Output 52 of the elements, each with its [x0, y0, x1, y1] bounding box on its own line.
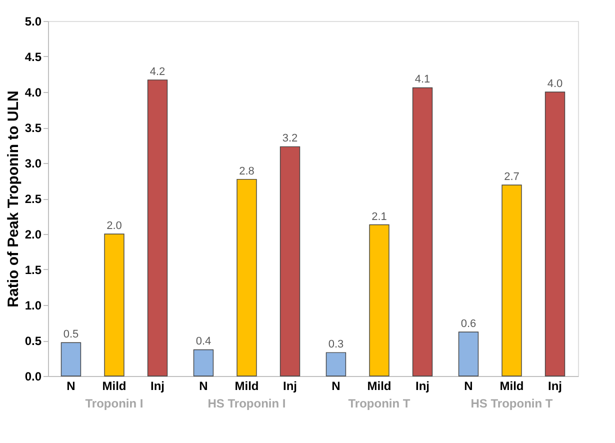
bar: [458, 332, 479, 376]
bar: [147, 80, 168, 376]
y-tick-label: 1.5: [24, 263, 42, 277]
bar: [236, 178, 257, 376]
y-tick-label: 3.0: [24, 156, 42, 170]
data-label: 0.4: [196, 336, 212, 348]
y-tick-label: 0.0: [24, 370, 42, 384]
x-tick-label: Troponin T: [348, 396, 411, 410]
data-label: 2.8: [239, 165, 254, 178]
bar: [326, 352, 346, 376]
y-tick-label: 2.0: [24, 228, 42, 242]
text: N: [464, 379, 473, 393]
data-label: 0.3: [328, 338, 344, 351]
data-label: 0.5: [63, 328, 79, 341]
bar: [544, 92, 566, 376]
text: Mild: [367, 379, 392, 393]
y-tick-label: 3.5: [24, 121, 42, 135]
x-tick-label: HS Troponin I: [208, 396, 286, 410]
y-tick-label: 4.0: [24, 86, 42, 100]
bar: [280, 146, 300, 376]
text: N: [332, 379, 340, 393]
data-label: 4.2: [150, 66, 166, 78]
text: Inj: [283, 379, 298, 393]
data-label: 2.0: [106, 220, 122, 232]
bar: [502, 184, 522, 376]
text: Mild: [500, 379, 524, 393]
x-tick-label: HS Troponin T: [470, 396, 554, 410]
text: N: [199, 379, 208, 393]
data-label: 2.7: [504, 171, 520, 184]
y-tick-label: 5.0: [24, 14, 42, 28]
bar: [60, 342, 82, 376]
y-axis-title: Ratio of Peak Troponin to ULN: [4, 90, 22, 308]
bar: [104, 234, 124, 376]
bar: [412, 87, 433, 376]
series-label: Inj: [150, 379, 165, 393]
y-tick-label: 0.5: [24, 334, 42, 348]
y-tick-label: 2.5: [24, 192, 42, 206]
y-tick-label: 1.0: [24, 298, 42, 312]
series-label: Mild: [234, 379, 259, 393]
data-label: 0.6: [460, 318, 476, 330]
bar: [369, 224, 390, 376]
data-label: 4.1: [414, 74, 430, 86]
series-label: N: [66, 379, 76, 393]
data-label: 2.1: [372, 210, 387, 223]
data-label: 4.0: [547, 78, 563, 90]
y-tick-label: 4.5: [24, 50, 42, 64]
bar: [193, 349, 214, 376]
text: Inj: [548, 379, 562, 393]
text: Mild: [102, 379, 126, 393]
text: Inj: [416, 379, 430, 393]
data-label: 3.2: [282, 132, 298, 145]
x-tick-label: Troponin I: [85, 396, 144, 410]
